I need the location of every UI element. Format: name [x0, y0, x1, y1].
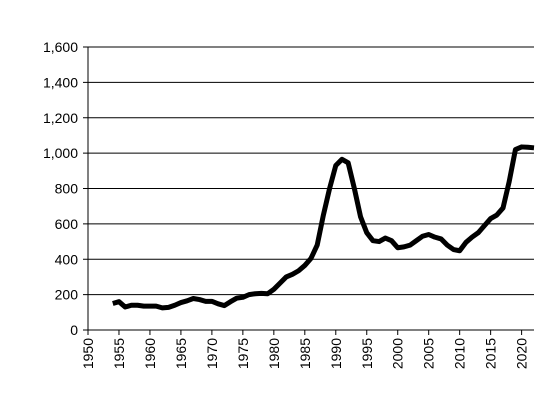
x-tick-label: 2005: [421, 338, 437, 369]
data-line: [112, 144, 535, 311]
x-tick-label: 2000: [390, 338, 406, 369]
x-tick-label: 1990: [328, 338, 344, 369]
y-tick-label: 0: [70, 322, 78, 338]
x-tick-label: 1960: [142, 338, 158, 369]
y-tick-label: 200: [55, 287, 79, 303]
x-tick-label: 2010: [452, 338, 468, 369]
x-tick-label: 1975: [235, 338, 251, 369]
x-tick-label: 1980: [266, 338, 282, 369]
y-tick-label: 1,400: [43, 74, 78, 90]
x-tick-label: 2015: [483, 338, 499, 369]
x-tick-label: 1955: [111, 338, 127, 369]
y-tick-label: 1,600: [43, 39, 78, 55]
x-tick-label: 1995: [359, 338, 375, 369]
x-tick-label: 1985: [297, 338, 313, 369]
x-tick-label: 2020: [514, 338, 530, 369]
x-tick-label: 1970: [204, 338, 220, 369]
y-tick-label: 400: [55, 251, 79, 267]
x-tick-label: 1950: [80, 338, 96, 369]
y-tick-label: 800: [55, 181, 79, 197]
y-tick-label: 600: [55, 216, 79, 232]
x-tick-label: 1965: [173, 338, 189, 369]
y-tick-label: 1,200: [43, 110, 78, 126]
y-tick-label: 1,000: [43, 145, 78, 161]
